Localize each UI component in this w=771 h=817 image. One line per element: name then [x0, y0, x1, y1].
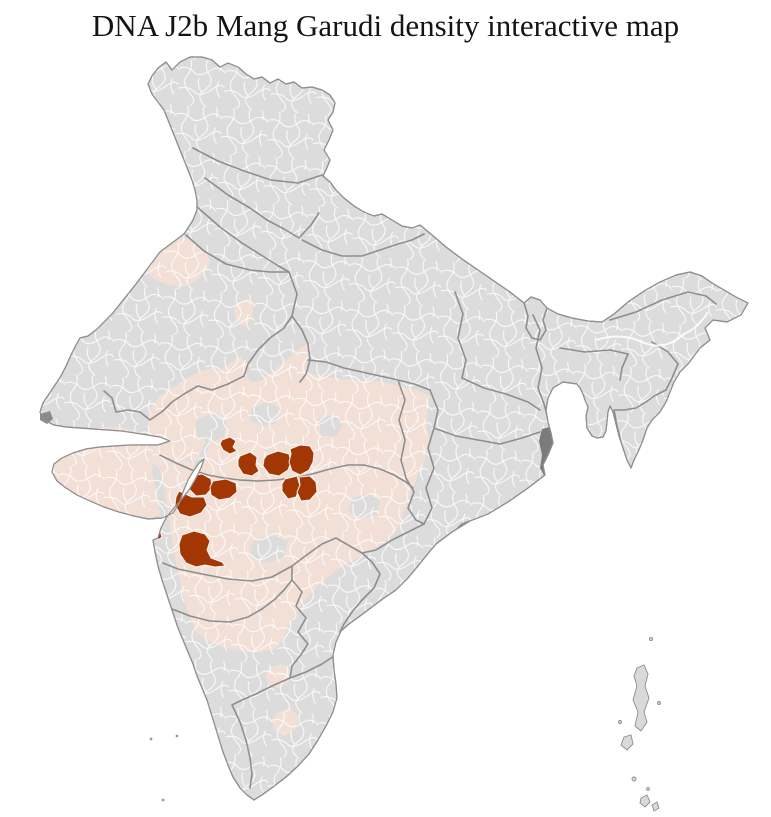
state-borders: [103, 147, 717, 789]
coastline: [39, 56, 749, 801]
lakshadweep-islands[interactable]: [149, 734, 179, 802]
kutch-marsh-patch: [40, 411, 53, 424]
high-density-district[interactable]: [209, 478, 238, 501]
high-density-district[interactable]: [219, 436, 238, 455]
district-borders-mesh: [40, 57, 748, 800]
high-density-district[interactable]: [288, 444, 315, 476]
high-density-district[interactable]: [262, 450, 292, 477]
high-density-district[interactable]: [296, 475, 318, 502]
brahmaputra-river: [595, 311, 709, 347]
andaman-nicobar-islands[interactable]: [618, 636, 661, 812]
high-density-district[interactable]: [237, 451, 260, 477]
high-density-district-pune[interactable]: [178, 530, 226, 568]
map-title: DNA J2b Mang Garudi density interactive …: [91, 8, 680, 43]
high-density-district[interactable]: [281, 475, 301, 500]
sundarbans-marsh: [539, 427, 555, 477]
